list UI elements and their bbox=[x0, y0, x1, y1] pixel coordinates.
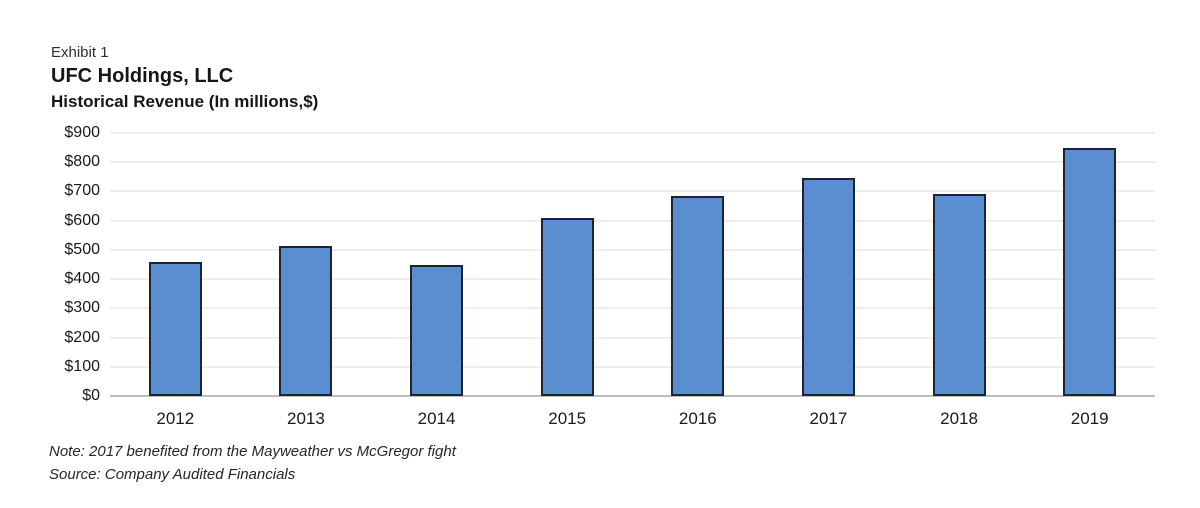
x-axis-tick-label: 2015 bbox=[548, 409, 587, 428]
y-axis-tick-label: $800 bbox=[64, 153, 100, 171]
y-axis-tick-label: $0 bbox=[82, 387, 100, 404]
x-axis-tick-label: 2019 bbox=[1070, 409, 1109, 428]
x-axis-tick-label: 2014 bbox=[417, 409, 456, 428]
gridline bbox=[110, 278, 1155, 281]
gridline bbox=[110, 336, 1155, 339]
y-axis-tick-label: $900 bbox=[64, 124, 100, 141]
bar-2018 bbox=[932, 194, 986, 396]
bar-2016 bbox=[671, 195, 725, 396]
gridline bbox=[110, 248, 1155, 251]
y-axis-tick-label: $500 bbox=[64, 240, 100, 258]
gridline bbox=[110, 161, 1155, 164]
bar-2012 bbox=[148, 261, 202, 396]
chart-footnotes: Note: 2017 benefited from the Mayweather… bbox=[49, 440, 456, 486]
bar-chart: $0 $100 $200 $300 $400 $500 $600 $700 $800 $900 20… bbox=[64, 124, 1155, 428]
exhibit-label: Exhibit 1 bbox=[51, 44, 109, 61]
y-axis-tick-label: $100 bbox=[64, 357, 100, 375]
bar-2014 bbox=[410, 264, 464, 396]
y-axis-tick-label: $400 bbox=[64, 270, 100, 288]
chart-header: Exhibit 1 UFC Holdings, LLC Historical R… bbox=[51, 44, 318, 112]
chart-source: Source: Company Audited Financials bbox=[49, 466, 296, 483]
x-axis-tick-label: 2017 bbox=[809, 409, 848, 428]
x-axis-tick-label: 2016 bbox=[678, 409, 717, 428]
bar-2015 bbox=[540, 217, 594, 396]
chart-note: Note: 2017 benefited from the Mayweather… bbox=[49, 443, 456, 460]
bar-2017 bbox=[801, 178, 855, 396]
y-axis-tick-label: $200 bbox=[64, 328, 100, 346]
x-axis-tick-label: 2012 bbox=[156, 409, 195, 428]
x-axis-tick-label: 2013 bbox=[287, 409, 325, 428]
x-axis-tick-label: 2018 bbox=[940, 409, 978, 428]
x-axis-line bbox=[110, 395, 1155, 397]
y-axis-tick-label: $600 bbox=[64, 211, 100, 229]
gridline bbox=[110, 190, 1155, 193]
bar-2019 bbox=[1063, 147, 1117, 396]
y-axis-tick-label: $300 bbox=[64, 299, 100, 317]
gridline bbox=[110, 307, 1155, 310]
page-title: UFC Holdings, LLC bbox=[51, 65, 234, 87]
gridline bbox=[110, 219, 1155, 222]
gridline bbox=[110, 132, 1155, 134]
chart-subtitle: Historical Revenue (In millions,$) bbox=[51, 92, 319, 111]
gridline bbox=[110, 365, 1155, 368]
y-axis-tick-label: $700 bbox=[64, 182, 100, 200]
bar-2013 bbox=[279, 245, 333, 396]
